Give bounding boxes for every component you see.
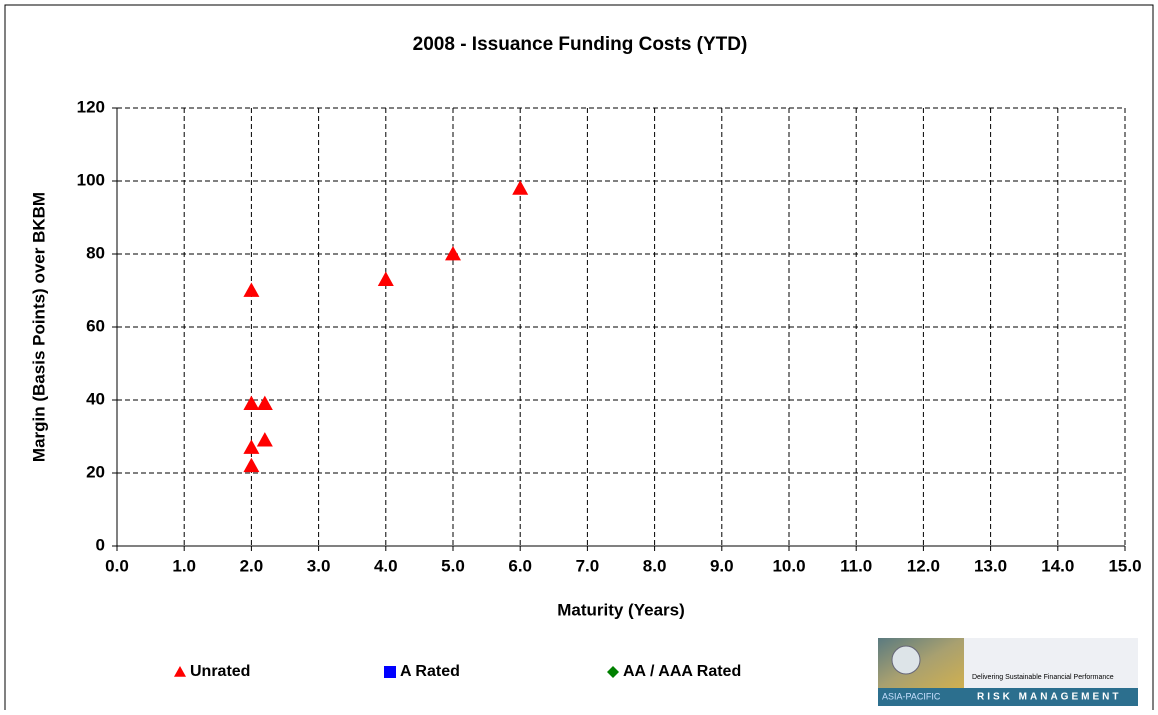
- x-tick-label: 4.0: [374, 556, 398, 575]
- legend-label: A Rated: [400, 663, 460, 680]
- logo: Delivering Sustainable Financial Perform…: [878, 638, 1138, 706]
- x-tick-label: 14.0: [1041, 556, 1074, 575]
- x-tick-label: 6.0: [508, 556, 532, 575]
- data-point: [445, 246, 461, 261]
- y-tick-label: 40: [86, 389, 105, 408]
- legend-marker: [384, 666, 396, 678]
- legend-marker: [607, 666, 619, 678]
- chart-title: 2008 - Issuance Funding Costs (YTD): [413, 34, 748, 55]
- data-point: [256, 395, 273, 411]
- data-point: [243, 439, 260, 454]
- x-tick-label: 5.0: [441, 556, 465, 575]
- data-point: [243, 395, 260, 411]
- logo-emblem: [891, 645, 921, 675]
- chart-frame: [4, 4, 1154, 710]
- y-tick-label: 80: [86, 243, 105, 262]
- x-tick-label: 11.0: [840, 556, 872, 575]
- y-tick-label: 0: [96, 535, 105, 554]
- data-point: [512, 180, 529, 195]
- legend-label: AA / AAA Rated: [623, 663, 741, 680]
- x-tick-label: 7.0: [576, 556, 600, 575]
- y-tick-label: 100: [77, 170, 105, 189]
- x-tick-label: 12.0: [907, 556, 940, 575]
- x-tick-label: 8.0: [643, 556, 667, 575]
- data-point: [377, 271, 394, 286]
- y-tick-label: 120: [77, 97, 105, 116]
- data-point: [243, 457, 260, 473]
- x-tick-label: 9.0: [710, 556, 734, 575]
- y-tick-label: 60: [86, 316, 105, 335]
- legend-marker: [174, 666, 186, 677]
- data-point: [256, 432, 273, 447]
- y-tick-label: 20: [86, 462, 105, 481]
- x-tick-label: 15.0: [1108, 556, 1141, 575]
- x-tick-label: 2.0: [240, 556, 264, 575]
- logo-region: ASIA-PACIFIC: [882, 691, 941, 701]
- data-point: [243, 282, 260, 297]
- y-axis-title: Margin (Basis Points) over BKBM: [29, 192, 48, 462]
- logo-tagline: Delivering Sustainable Financial Perform…: [972, 674, 1114, 681]
- logo-image: [878, 638, 964, 688]
- x-tick-label: 13.0: [974, 556, 1007, 575]
- x-axis-title: Maturity (Years): [557, 600, 685, 619]
- x-tick-label: 1.0: [172, 556, 196, 575]
- x-tick-label: 10.0: [772, 556, 805, 575]
- logo-band: [878, 688, 1138, 706]
- x-tick-label: 3.0: [307, 556, 331, 575]
- x-tick-label: 0.0: [105, 556, 129, 575]
- legend-label: Unrated: [190, 663, 250, 680]
- logo-brand: RISK MANAGEMENT: [977, 692, 1121, 703]
